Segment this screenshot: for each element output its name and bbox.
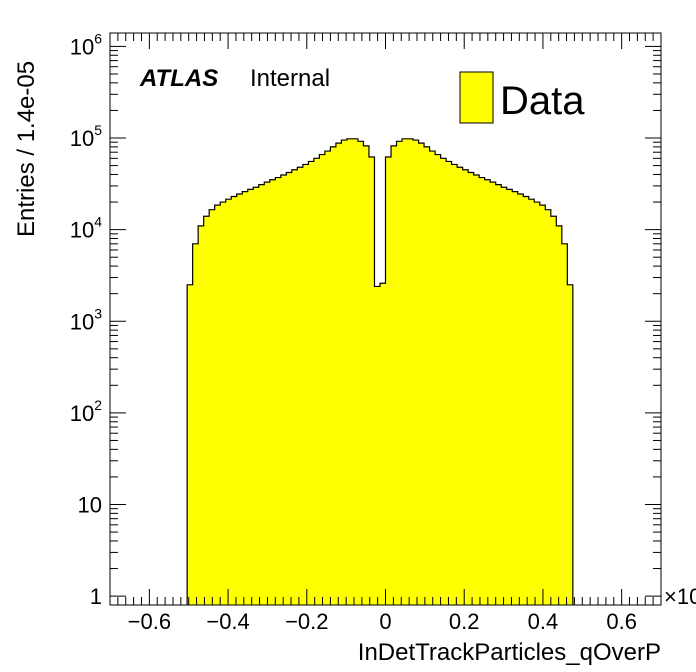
x-tick-label: −0.2 <box>285 609 328 634</box>
histogram-bin <box>429 151 436 606</box>
legend-label-data: Data <box>500 79 585 123</box>
histogram-bin <box>539 205 546 605</box>
histogram-bin <box>523 196 530 605</box>
x-tick-label: −0.6 <box>128 609 171 634</box>
histogram-bin <box>402 138 408 605</box>
histogram-bin <box>203 216 210 605</box>
histogram-bin <box>192 243 199 605</box>
histogram-bin <box>490 182 497 605</box>
histogram-bin <box>528 199 535 605</box>
atlas-label: ATLAS <box>139 65 218 92</box>
histogram-bin <box>209 209 216 605</box>
histogram-bin <box>291 169 298 605</box>
histogram-bin <box>341 140 348 605</box>
histogram-bin <box>534 202 541 605</box>
histogram-bin <box>396 141 403 606</box>
histogram-bin <box>407 138 414 605</box>
histogram-bin <box>418 143 425 605</box>
histogram-bin <box>214 205 221 605</box>
y-tick-label: 106 <box>70 30 102 59</box>
histogram-bin <box>550 216 557 605</box>
histogram-bin <box>302 164 309 606</box>
histogram-bin <box>413 140 419 605</box>
histogram-bin <box>391 145 397 605</box>
histogram-bin <box>517 193 524 605</box>
histogram-bin <box>484 179 491 605</box>
histogram-bin <box>462 169 469 605</box>
histogram-bars <box>187 138 574 606</box>
x-tick-label: 0.4 <box>528 609 559 634</box>
histogram-bin <box>258 184 265 605</box>
histogram-bin <box>495 184 502 605</box>
histogram-bin <box>330 146 337 605</box>
histogram-bin <box>512 191 519 606</box>
histogram-bin <box>501 187 508 605</box>
x-tick-label: 0 <box>379 609 391 634</box>
histogram-bin <box>357 141 364 606</box>
y-tick-label: 104 <box>70 214 102 243</box>
histogram-bin <box>545 209 552 605</box>
y-axis-ticks: 1 10 102 103 104 105 106 <box>70 30 661 609</box>
histogram-bin <box>363 145 370 605</box>
histogram-bin <box>468 172 475 605</box>
histogram-bin <box>506 189 513 605</box>
histogram-bin <box>286 172 293 605</box>
histogram-bin <box>269 179 276 605</box>
y-axis-title: Entries / 1.4e-05 <box>13 61 40 237</box>
histogram-bin <box>435 154 441 605</box>
histogram-bin <box>451 164 458 606</box>
histogram-bin <box>379 283 386 605</box>
histogram-bin <box>567 284 574 605</box>
x-tick-label: −0.4 <box>206 609 249 634</box>
y-tick-label: 1 <box>90 584 102 609</box>
x-axis-title: InDetTrackParticles_qOverP <box>358 639 661 666</box>
histogram-bin <box>280 174 287 605</box>
histogram-bin <box>225 199 232 605</box>
x-axis-ticks: −0.6 −0.4 −0.2 0 0.2 0.4 0.6 <box>117 33 654 634</box>
histogram-bin <box>187 284 194 605</box>
histogram-bin <box>446 161 453 605</box>
histogram-bin <box>352 138 359 605</box>
histogram-bin <box>473 174 480 605</box>
histogram-bin <box>457 167 464 605</box>
histogram-bin <box>220 202 227 605</box>
histogram-bin <box>313 158 320 605</box>
x-tick-label: 0.6 <box>606 609 637 634</box>
histogram-outline <box>186 138 574 605</box>
histogram-bin <box>368 157 375 605</box>
y-tick-label: 105 <box>70 122 102 151</box>
histogram-bin <box>275 177 282 605</box>
histogram-bin <box>319 154 326 605</box>
legend-swatch <box>459 71 494 124</box>
x-tick-label: 0.2 <box>449 609 480 634</box>
histogram-bin <box>479 177 486 605</box>
histogram-bin <box>324 151 331 606</box>
histogram-bin <box>335 143 342 605</box>
atlas-status: Internal <box>250 65 330 92</box>
histogram-bin <box>198 225 205 605</box>
histogram-bin <box>297 167 304 605</box>
histogram-bin <box>253 187 260 605</box>
histogram-bin <box>308 161 315 605</box>
y-tick-label: 102 <box>70 397 102 426</box>
histogram-bin <box>374 286 381 605</box>
histogram-bin <box>247 189 254 605</box>
y-tick-label: 10 <box>78 492 102 517</box>
histogram-bin <box>556 225 563 605</box>
histogram-bin <box>561 243 568 605</box>
x-axis-exponent-label: ×10 <box>664 584 696 609</box>
histogram-bin <box>231 196 238 605</box>
histogram-bin <box>440 158 447 605</box>
histogram-bin <box>346 138 353 605</box>
histogram-bin <box>385 157 392 605</box>
histogram-bin <box>424 146 430 605</box>
histogram-bin <box>236 193 243 605</box>
y-tick-label: 103 <box>70 305 102 334</box>
histogram-bin <box>264 182 271 605</box>
histogram-bin <box>242 191 249 606</box>
